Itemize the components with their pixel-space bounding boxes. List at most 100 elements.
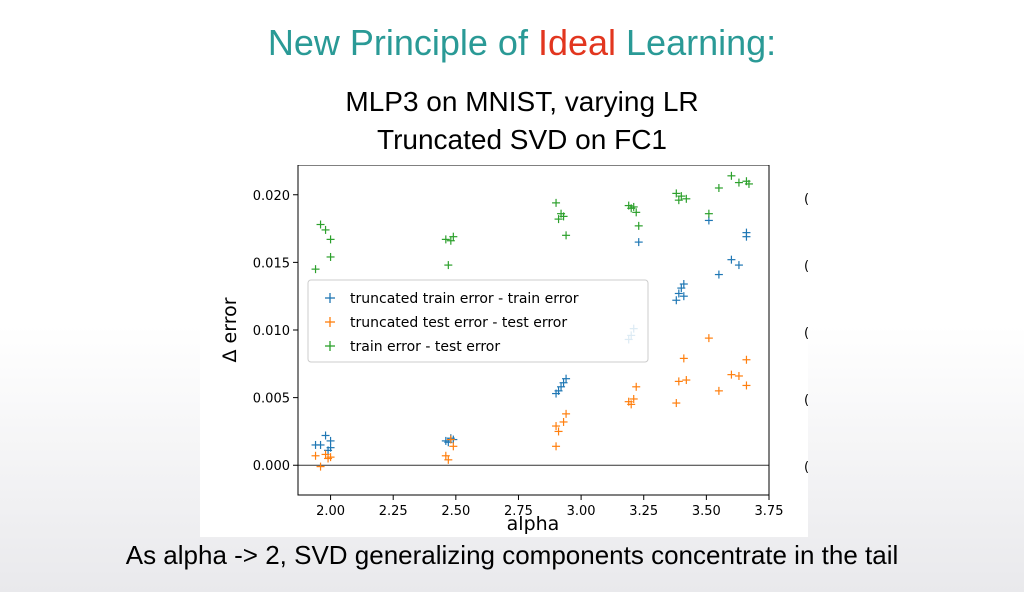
x-tick-label-6: 3.50 [692,504,721,519]
data-point-s1-23 [714,386,723,395]
y-tick-label-0: 0.000 [253,459,290,474]
marks-layer [298,171,769,471]
data-point-s0-4 [326,436,335,445]
data-point-s1-0 [311,451,320,460]
data-point-s1-9 [552,442,561,451]
edge-mark-3: ( [804,393,810,408]
data-point-s0-19 [672,296,681,305]
data-point-s2-13 [562,231,571,240]
data-point-s0-24 [704,216,713,225]
data-point-s1-19 [674,377,683,386]
data-point-s2-8 [449,232,458,241]
data-point-s0-27 [734,261,743,270]
data-point-s1-4 [326,453,335,462]
data-point-s2-19 [672,189,681,198]
data-point-s2-0 [311,265,320,274]
x-tick-label-2: 2.50 [441,504,470,519]
data-point-s2-17 [634,221,643,230]
data-point-s2-3 [326,235,335,244]
edge-mark-0: ( [804,192,810,207]
x-tick-label-5: 3.25 [629,504,658,519]
data-point-s0-26 [727,255,736,264]
data-point-s2-6 [444,261,453,270]
data-point-s1-18 [672,399,681,408]
data-point-s0-25 [714,270,723,279]
legend-marker-2 [325,341,335,351]
data-point-s0-13 [559,378,568,387]
data-point-s2-20 [674,196,683,205]
data-point-s1-7 [446,435,455,444]
x-tick-label-3: 2.75 [504,504,533,519]
data-point-s1-6 [444,455,453,464]
plot-figure: 2.00 2.25 2.50 2.75 3.00 3.25 3.50 3.75 0.000 0.0… [200,164,808,537]
title-text-part2: Learning: [616,22,777,63]
data-point-s1-21 [682,376,691,385]
data-point-s2-5 [441,235,450,244]
data-point-s2-12 [559,212,568,221]
data-point-s1-11 [554,427,563,436]
title-highlight-word: Ideal [537,22,617,63]
data-point-s1-8 [449,442,458,451]
y-tick-label-1: 0.005 [253,392,290,407]
edge-mark-4: ( [804,460,810,475]
y-axis-label: Δ error [219,297,241,362]
slide-title: New Principle of Ideal Learning: [0,22,1024,64]
data-point-s1-26 [742,381,751,390]
x-tick-label-4: 3.00 [567,504,596,519]
x-axis-label: alpha [507,513,560,535]
subtitle-line-1: MLP3 on MNIST, varying LR [345,86,699,117]
legend-box [307,279,649,363]
data-point-s0-22 [679,292,688,301]
slide-caption: As alpha -> 2, SVD generalizing componen… [125,540,899,570]
data-point-s1-22 [704,334,713,343]
data-point-s0-21 [677,284,686,293]
legend-marker-1 [325,317,335,327]
y-tick-label-2: 0.010 [253,324,290,339]
data-point-s2-1 [316,220,325,229]
data-point-s1-27 [742,355,751,364]
data-point-s2-7 [446,236,455,245]
data-point-s1-1 [316,462,325,471]
edge-mark-2: ( [804,326,810,341]
data-point-s1-2 [321,450,330,459]
scatter-chart: 2.00 2.25 2.50 2.75 3.00 3.25 3.50 3.75 0.000 0.0… [219,164,784,535]
data-point-s2-21 [677,192,686,201]
data-point-s1-17 [632,382,641,391]
data-point-s2-16 [629,202,638,211]
subtitle-line-2: Truncated SVD on FC1 [377,124,667,155]
data-point-s2-9 [552,198,561,207]
data-point-s2-18 [632,208,641,217]
data-point-s2-24 [714,183,723,192]
legend-marker-0 [325,293,335,303]
axes-layer: 2.00 2.25 2.50 2.75 3.00 3.25 3.50 3.75 0.000 0.0… [253,189,784,519]
legend-label-0: truncated train error - train error [350,291,579,307]
data-point-s2-28 [744,179,753,188]
data-point-s0-29 [742,232,751,241]
data-point-s1-10 [552,422,561,431]
data-point-s2-25 [727,171,736,180]
legend-label-2: train error - test error [350,339,500,355]
data-point-s2-22 [682,194,691,203]
data-point-s1-5 [441,451,450,460]
data-point-s2-23 [704,209,713,218]
y-tick-label-3: 0.015 [253,256,290,271]
legend-label-1: truncated test error - test error [350,315,567,331]
data-point-s2-4 [326,252,335,261]
x-tick-label-7: 3.75 [755,504,784,519]
data-point-s1-24 [727,370,736,379]
data-point-s2-2 [321,225,330,234]
data-point-s0-14 [562,374,571,383]
data-point-s1-16 [629,394,638,403]
title-text-part1: New Principle of [267,22,538,63]
data-point-s0-1 [316,440,325,449]
x-tick-label-0: 2.00 [316,504,345,519]
data-point-s1-25 [734,371,743,380]
data-point-s2-26 [734,178,743,187]
data-point-s1-13 [562,409,571,418]
data-point-s0-23 [679,280,688,289]
data-point-s2-10 [554,215,563,224]
data-point-s0-18 [634,238,643,247]
x-tick-label-1: 2.25 [379,504,408,519]
data-point-s0-5 [326,443,335,452]
edge-mark-1: ( [804,259,810,274]
